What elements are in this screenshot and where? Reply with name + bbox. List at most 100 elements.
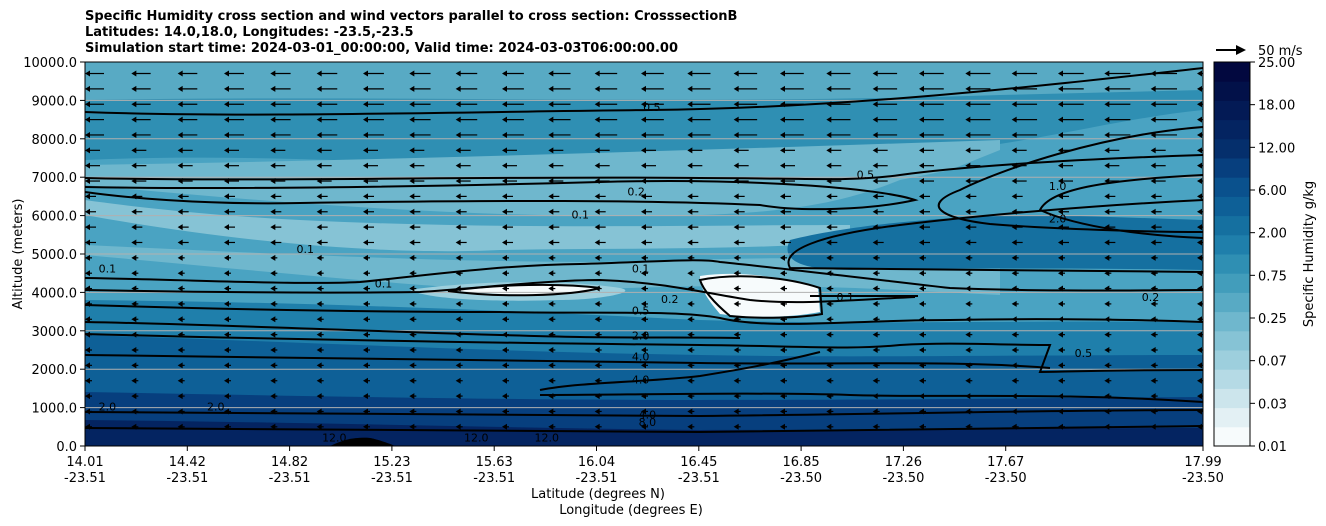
contour-label: 8.0 (639, 416, 657, 429)
wind-vector-head (826, 193, 832, 200)
y-tick-label: 5000.0 (32, 248, 78, 263)
wind-vector-head (502, 116, 507, 123)
wind-vector-head (224, 377, 229, 384)
wind-vector-head (409, 270, 415, 277)
wind-vector-head (224, 224, 229, 231)
wind-vector-head (687, 193, 693, 200)
colorbar-tick-label: 0.07 (1258, 355, 1287, 370)
wind-vector-head (548, 270, 554, 277)
contour-label: 4.0 (632, 351, 650, 364)
wind-vector-head (502, 393, 507, 400)
wind-vector-head (872, 270, 878, 277)
wind-vector-head (363, 393, 368, 400)
wind-vector-head (502, 270, 507, 277)
wind-vector-head (872, 131, 878, 138)
wind-vector-head (409, 224, 415, 231)
wind-vector-head (316, 131, 322, 138)
colorbar-segment (1214, 158, 1250, 178)
wind-vector-head (1197, 116, 1202, 123)
wind-vector-head (687, 408, 693, 415)
wind-vector-head (548, 101, 554, 108)
contour-line-6 (85, 259, 1203, 292)
wind-vector-head (1011, 193, 1017, 200)
wind-vector-head (826, 331, 832, 338)
wind-vector-head (548, 85, 554, 92)
wind-vector-head (131, 70, 137, 77)
wind-vector-head (548, 208, 554, 215)
wind-vector-head (965, 239, 971, 246)
wind-vector-head (872, 178, 878, 185)
wind-vector-head (919, 70, 924, 77)
wind-vector-head (363, 70, 368, 77)
wind-vector-head (919, 85, 924, 92)
wind-vector-head (1104, 377, 1110, 384)
wind-vector-head (965, 178, 971, 185)
wind-vector-head (224, 147, 229, 154)
wind-vector-head (1197, 178, 1202, 185)
wind-vector-head (641, 347, 646, 353)
wind-vector-head (224, 300, 229, 307)
wind-vector-head (409, 147, 415, 154)
wind-vector-head (409, 285, 415, 292)
wind-vector-head (1197, 224, 1202, 231)
wind-vector-head (455, 162, 461, 169)
wind-vector-head (1104, 131, 1110, 138)
wind-vector-head (316, 85, 322, 92)
wind-vector-head (872, 300, 878, 307)
wind-vector-head (919, 270, 924, 277)
x-tick-label-lat: 14.01 (66, 455, 103, 470)
wind-vector-head (85, 85, 90, 92)
wind-vector-head (1058, 208, 1063, 215)
contour-label: 0.1 (375, 278, 393, 291)
wind-vector-head (1197, 208, 1202, 215)
wind-vector-head (409, 101, 415, 108)
wind-vector-head (455, 116, 461, 123)
wind-vector-head (872, 285, 878, 292)
wind-vector-head (641, 423, 646, 430)
wind-vector-head (224, 162, 229, 169)
x-tick-label-lat: 17.26 (885, 455, 922, 470)
wind-vector-head (85, 362, 90, 369)
chart-title-line2: Latitudes: 14.0,18.0, Longitudes: -23.5,… (85, 25, 414, 40)
wind-vector-head (85, 70, 90, 77)
wind-vector-head (1150, 254, 1156, 261)
wind-vector-head (1058, 70, 1063, 77)
wind-vector-head (270, 85, 276, 92)
contour-label: 2.0 (632, 330, 650, 343)
wind-vector-head (455, 131, 461, 138)
wind-vector-head (1197, 162, 1202, 169)
wind-vector-head (316, 162, 322, 169)
wind-vector-head (224, 316, 229, 323)
colorbar-segment (1214, 119, 1250, 140)
wind-vector-head (548, 193, 554, 200)
wind-vector-head (641, 85, 646, 92)
wind-vector-head (780, 208, 785, 215)
wind-vector-head (1104, 193, 1110, 200)
wind-vector-head (85, 347, 90, 353)
wind-vector-head (733, 85, 739, 92)
wind-vector-head (1058, 377, 1063, 384)
wind-vector-head (733, 193, 739, 200)
wind-vector-head (455, 239, 461, 246)
wind-vector-head (1104, 162, 1110, 169)
wind-vector-head (919, 254, 924, 261)
wind-vector-head (1058, 347, 1063, 353)
wind-vector-head (548, 300, 554, 307)
colorbar-segment (1214, 311, 1250, 332)
wind-vector-head (224, 131, 229, 138)
wind-vector-head (455, 377, 461, 384)
y-tick-label: 4000.0 (32, 286, 78, 301)
y-tick-label: 9000.0 (32, 94, 78, 109)
wind-vector-head (872, 193, 878, 200)
wind-vector-head (641, 162, 646, 169)
wind-vector-head (270, 270, 276, 277)
wind-vector-head (872, 347, 878, 353)
wind-vector-head (1197, 393, 1202, 400)
humidity-band-5 (787, 215, 1203, 270)
wind-vector-head (363, 377, 368, 384)
contour-label: 0.1 (572, 209, 590, 222)
contour-line-7 (85, 278, 916, 304)
wind-vector-head (1104, 239, 1110, 246)
wind-vector-head (224, 331, 229, 338)
